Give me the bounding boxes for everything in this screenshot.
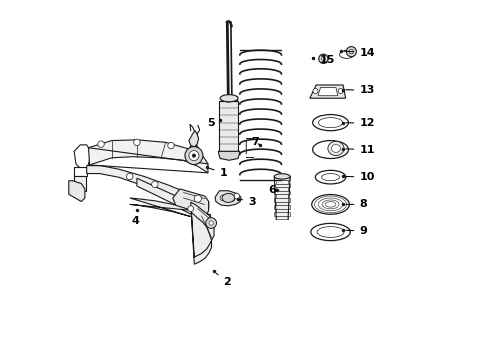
Circle shape — [346, 46, 356, 57]
Circle shape — [220, 195, 225, 201]
Text: 13: 13 — [345, 85, 374, 95]
Polygon shape — [86, 166, 208, 209]
Polygon shape — [276, 202, 287, 205]
Text: 8: 8 — [345, 199, 366, 210]
Polygon shape — [190, 202, 214, 264]
Ellipse shape — [220, 95, 238, 102]
Circle shape — [194, 195, 201, 202]
Polygon shape — [188, 131, 198, 147]
Polygon shape — [274, 205, 289, 209]
Polygon shape — [276, 194, 287, 198]
Circle shape — [312, 89, 317, 94]
Circle shape — [228, 196, 234, 202]
Circle shape — [98, 141, 104, 147]
Polygon shape — [219, 101, 238, 151]
Polygon shape — [317, 87, 337, 96]
Ellipse shape — [312, 114, 348, 131]
Text: 11: 11 — [345, 144, 374, 154]
Polygon shape — [69, 181, 85, 202]
Circle shape — [133, 139, 140, 145]
Ellipse shape — [311, 194, 349, 214]
Polygon shape — [194, 223, 208, 232]
Text: 15: 15 — [312, 55, 334, 65]
Polygon shape — [274, 184, 289, 187]
Ellipse shape — [331, 144, 340, 152]
Polygon shape — [276, 209, 287, 212]
Ellipse shape — [318, 118, 342, 128]
Polygon shape — [274, 176, 289, 180]
Polygon shape — [276, 216, 287, 220]
Circle shape — [233, 193, 239, 199]
Circle shape — [205, 218, 216, 228]
Polygon shape — [74, 167, 86, 176]
Circle shape — [337, 89, 343, 94]
Polygon shape — [137, 178, 208, 223]
Polygon shape — [129, 198, 192, 217]
Polygon shape — [276, 187, 287, 191]
Circle shape — [126, 173, 133, 180]
Ellipse shape — [310, 224, 349, 240]
Text: 1: 1 — [209, 168, 227, 178]
Text: 7: 7 — [251, 138, 260, 147]
Polygon shape — [274, 198, 289, 202]
Ellipse shape — [339, 50, 353, 58]
Ellipse shape — [315, 170, 345, 184]
Circle shape — [192, 154, 195, 157]
Polygon shape — [274, 191, 289, 194]
Text: 4: 4 — [131, 211, 139, 226]
Ellipse shape — [312, 140, 348, 158]
Circle shape — [321, 57, 325, 60]
Polygon shape — [225, 21, 232, 28]
Circle shape — [188, 150, 199, 161]
Text: 12: 12 — [345, 118, 374, 128]
Ellipse shape — [274, 174, 289, 179]
Circle shape — [318, 54, 327, 63]
Ellipse shape — [327, 141, 344, 156]
Polygon shape — [192, 214, 210, 223]
Circle shape — [194, 150, 201, 157]
Circle shape — [151, 181, 158, 188]
Polygon shape — [274, 212, 289, 216]
Circle shape — [208, 221, 213, 225]
Polygon shape — [172, 189, 208, 218]
Text: 10: 10 — [345, 172, 374, 182]
Text: 3: 3 — [241, 197, 255, 207]
Text: 14: 14 — [344, 48, 374, 58]
Text: 9: 9 — [345, 226, 366, 236]
Circle shape — [187, 206, 193, 212]
Ellipse shape — [321, 174, 339, 181]
Ellipse shape — [222, 193, 234, 202]
Circle shape — [167, 142, 174, 149]
Circle shape — [348, 49, 353, 54]
Polygon shape — [88, 140, 207, 173]
Text: 2: 2 — [216, 273, 230, 287]
Text: 5: 5 — [206, 118, 220, 128]
Circle shape — [184, 147, 203, 165]
Text: 6: 6 — [267, 185, 276, 195]
Polygon shape — [188, 145, 199, 161]
Polygon shape — [74, 145, 89, 169]
Polygon shape — [221, 96, 237, 101]
Polygon shape — [218, 151, 239, 160]
Polygon shape — [309, 85, 345, 98]
Ellipse shape — [317, 226, 344, 237]
Polygon shape — [74, 176, 86, 191]
Polygon shape — [215, 191, 241, 206]
Polygon shape — [276, 180, 287, 184]
